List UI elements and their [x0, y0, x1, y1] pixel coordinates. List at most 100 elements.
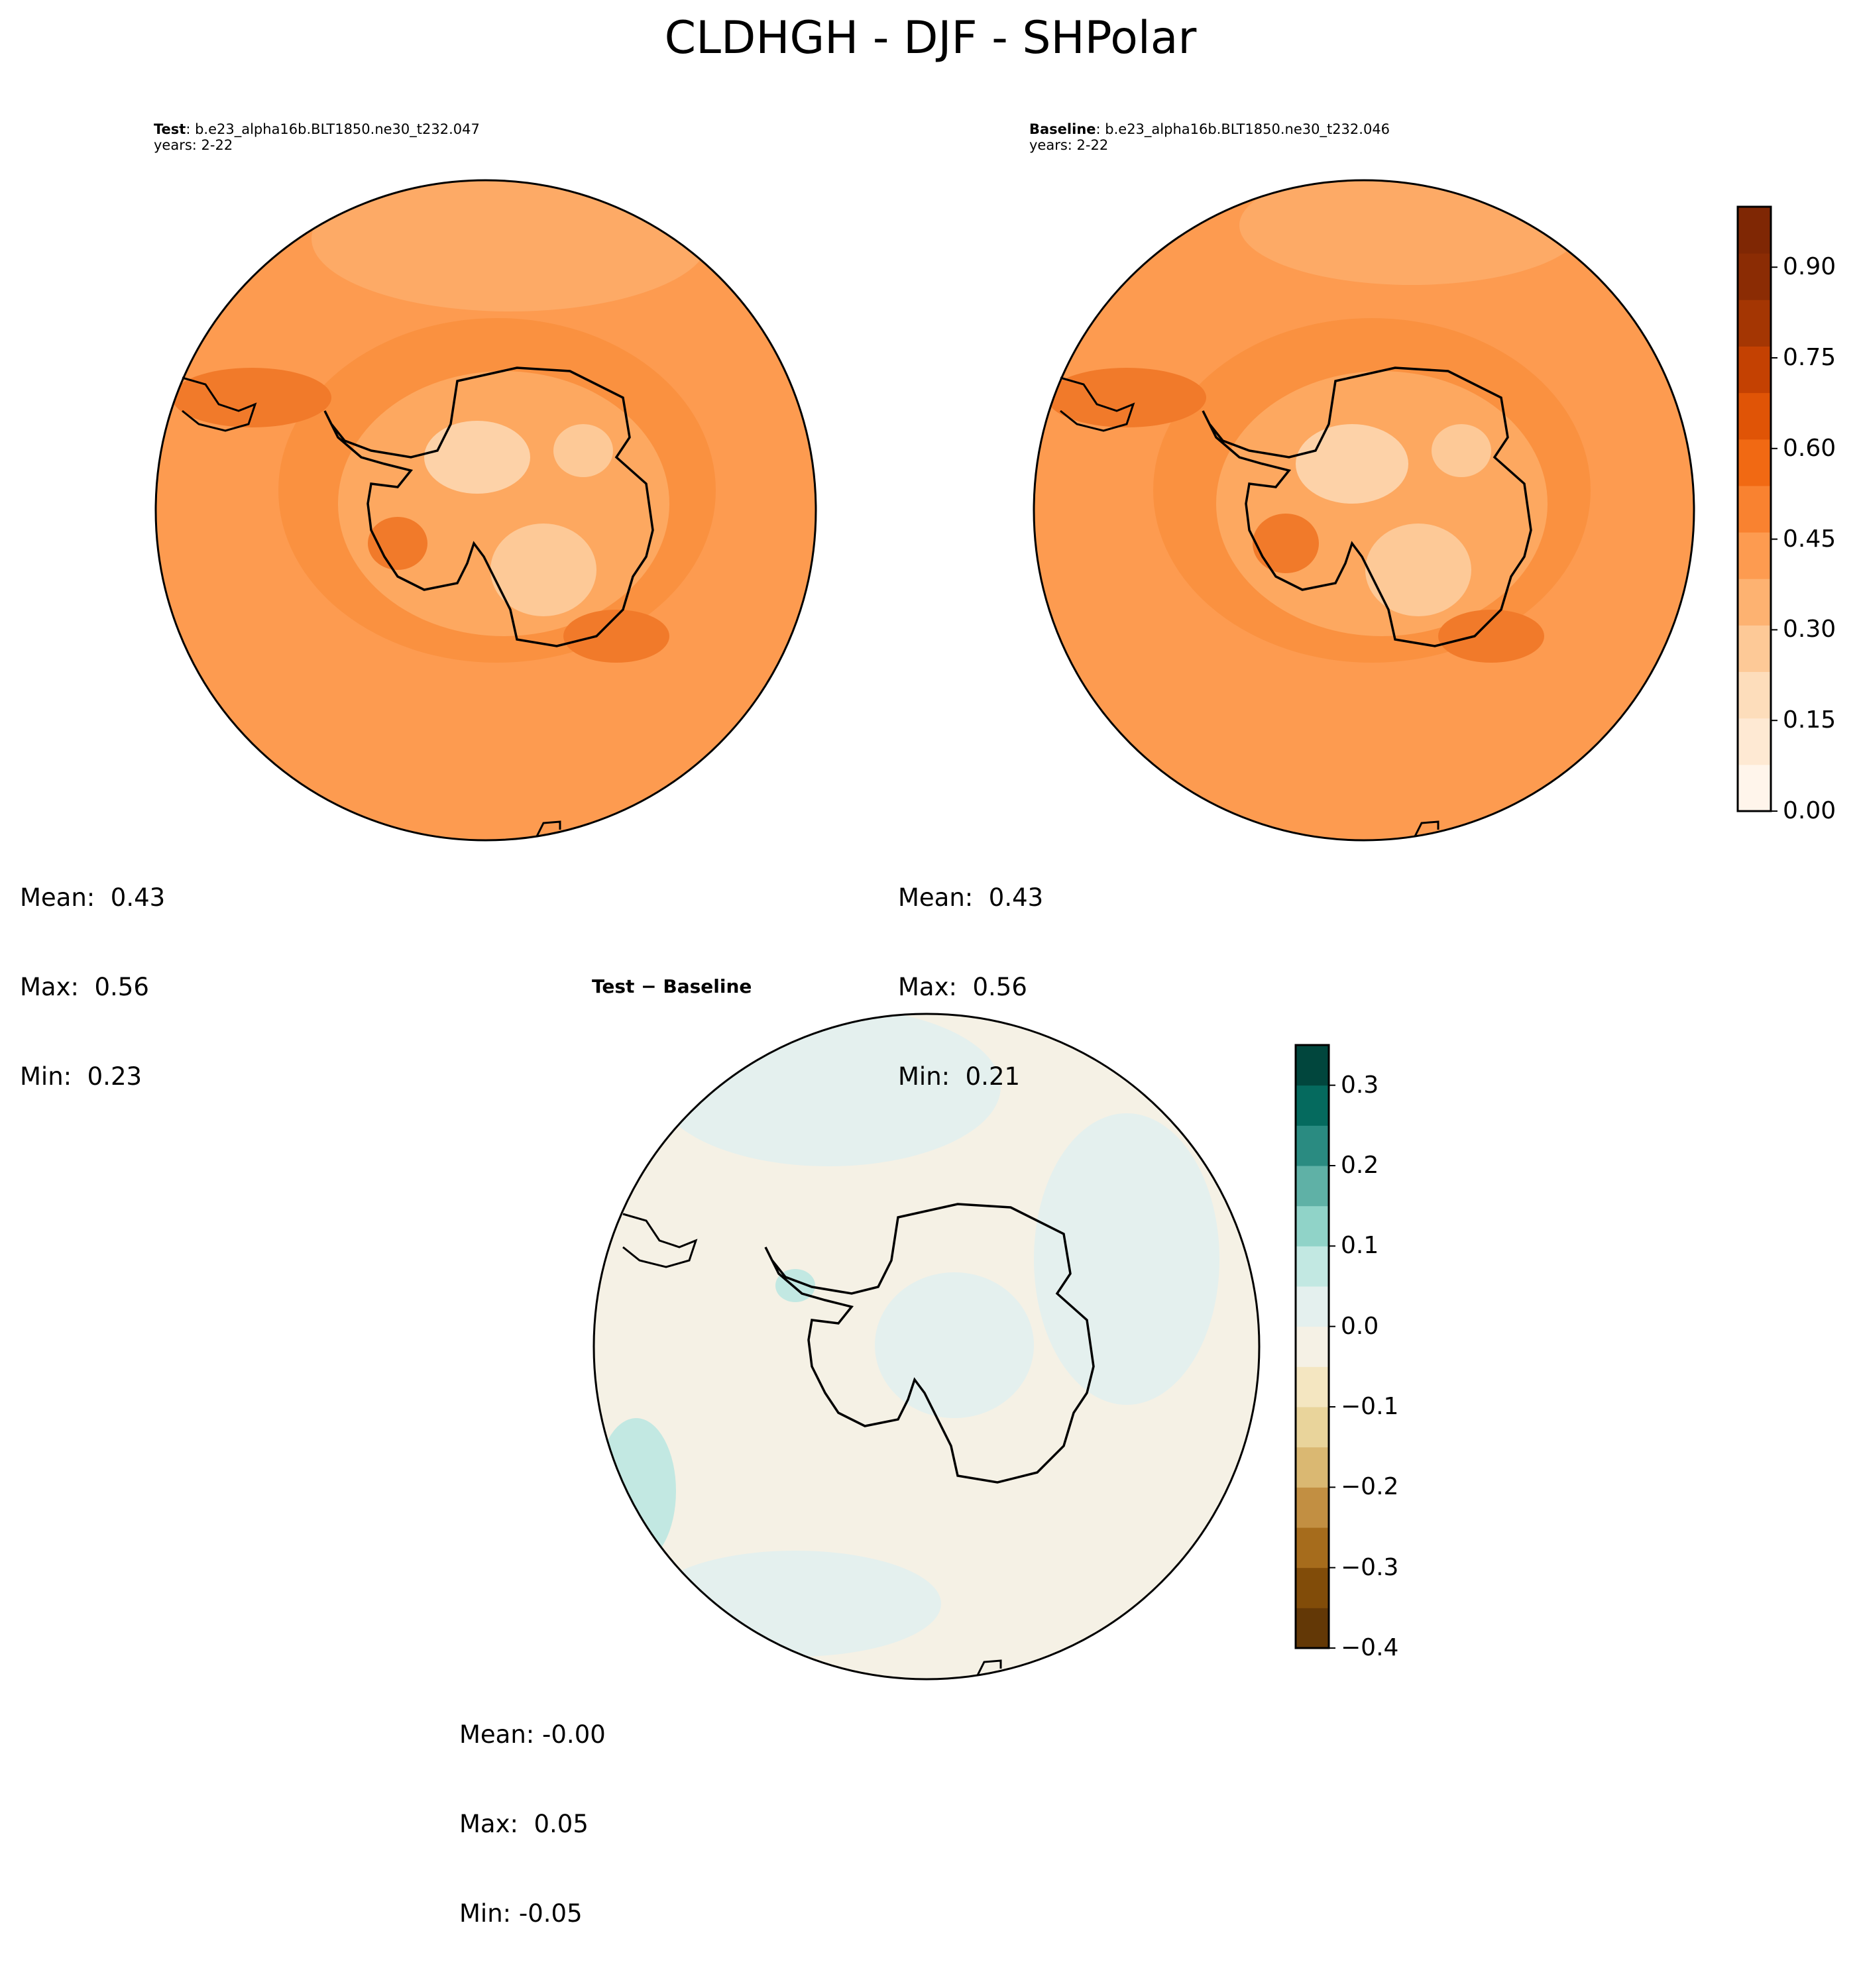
test-interior-light-3	[490, 524, 596, 616]
figure: CLDHGH - DJF - SHPolar Test: b.e23_alpha…	[20, 12, 1836, 1928]
baseline-dark-patch-2	[1047, 368, 1206, 427]
colorbar-segment	[1296, 1567, 1329, 1608]
colorbar-tick-label: −0.3	[1341, 1553, 1399, 1581]
test-dark-patch-2	[172, 368, 331, 427]
baseline-interior-light-2	[1432, 424, 1491, 477]
test-min: Min: 0.23	[20, 1062, 142, 1091]
baseline-dark-patch-3	[1438, 610, 1544, 663]
baseline-interior-light-1	[1296, 424, 1408, 504]
test-label-bold: Test	[154, 121, 186, 137]
colorbar-segment	[1738, 392, 1771, 440]
colorbar-segment	[1296, 1205, 1329, 1246]
baseline-stats: Mean: 0.43 Max: 0.56 Min: 0.21	[898, 823, 1043, 1151]
diff-positive-region-2	[1034, 1113, 1219, 1405]
figure-title: CLDHGH - DJF - SHPolar	[664, 12, 1197, 64]
baseline-interior-light-3	[1365, 524, 1471, 616]
test-stats: Mean: 0.43 Max: 0.56 Min: 0.23	[20, 823, 165, 1151]
colorbar-segment	[1738, 764, 1771, 812]
test-south-africa-tip	[536, 820, 561, 837]
colorbar-tick-label: −0.1	[1341, 1393, 1399, 1420]
test-panel-label: Test: b.e23_alpha16b.BLT1850.ne30_t232.0…	[154, 121, 480, 153]
colorbar-segment	[1296, 1366, 1329, 1408]
test-dark-patch-1	[368, 517, 427, 570]
colorbar-segment	[1296, 1166, 1329, 1207]
diff-positive-region-3	[875, 1272, 1034, 1418]
diff-map-border	[592, 1013, 1261, 1681]
colorbar-segment	[1738, 253, 1771, 300]
test-antarctica-coastline	[323, 366, 654, 647]
baseline-max: Max: 0.56	[898, 973, 1027, 1001]
colorbar-tick-label: 0.1	[1341, 1232, 1379, 1260]
colorbar-tick-label: 0.15	[1783, 706, 1836, 734]
main-colorbar-ticks	[1771, 266, 1777, 812]
colorbar-segment	[1296, 1125, 1329, 1166]
colorbar-tick-label: 0.90	[1783, 253, 1836, 281]
colorbar-tick-label: 0.60	[1783, 434, 1836, 462]
test-max: Max: 0.56	[20, 973, 149, 1001]
colorbar-tick-label: 0.45	[1783, 525, 1836, 553]
diff-positive-region-4	[649, 1551, 941, 1657]
baseline-min: Min: 0.21	[898, 1062, 1021, 1091]
main-colorbar	[1738, 207, 1771, 812]
diff-colorbar-ticks	[1329, 1084, 1335, 1649]
diff-panel-title: Test − Baseline	[592, 975, 752, 997]
diff-antarctica-coastline	[764, 1203, 1095, 1484]
test-dark-patch-3	[563, 610, 669, 663]
colorbar-segment	[1738, 485, 1771, 533]
colorbar-tick-label: 0.30	[1783, 616, 1836, 643]
baseline-south-america-tip	[1060, 376, 1135, 432]
baseline-label-bold: Baseline	[1029, 121, 1096, 137]
diff-min: Min: -0.05	[459, 1899, 583, 1928]
baseline-mean: Mean: 0.43	[898, 883, 1044, 912]
colorbar-segment	[1738, 625, 1771, 673]
colorbar-tick-label: −0.4	[1341, 1634, 1399, 1661]
diff-max: Max: 0.05	[459, 1810, 589, 1838]
colorbar-segment	[1296, 1527, 1329, 1569]
baseline-map-border	[1033, 179, 1695, 842]
colorbar-segment	[1738, 207, 1771, 254]
colorbar-segment	[1296, 1447, 1329, 1488]
colorbar-segment	[1296, 1407, 1329, 1448]
colorbar-tick-label: −0.2	[1341, 1473, 1399, 1501]
baseline-label-case: : b.e23_alpha16b.BLT1850.ne30_t232.046	[1096, 121, 1390, 137]
diff-south-africa-tip	[976, 1659, 1002, 1676]
test-interior-light-2	[553, 424, 613, 477]
colorbar-segment	[1296, 1326, 1329, 1367]
diff-mean: Mean: -0.00	[459, 1720, 606, 1749]
diff-south-america-tip	[622, 1213, 698, 1268]
diff-positive-region-5	[596, 1418, 676, 1564]
colorbar-segment	[1738, 439, 1771, 486]
baseline-panel-label: Baseline: b.e23_alpha16b.BLT1850.ne30_t2…	[1029, 121, 1390, 153]
colorbar-segment	[1296, 1045, 1329, 1086]
colorbar-segment	[1738, 671, 1771, 719]
colorbar-tick-label: 0.0	[1341, 1312, 1379, 1340]
main-colorbar-border	[1736, 205, 1772, 812]
colorbar-segment	[1738, 346, 1771, 394]
colorbar-tick-label: 0.00	[1783, 797, 1836, 824]
test-mean: Mean: 0.43	[20, 883, 166, 912]
baseline-years: years: 2-22	[1029, 137, 1109, 153]
test-interior-light-1	[424, 421, 530, 494]
diff-colorbar-border	[1294, 1044, 1330, 1649]
baseline-antarctica-coastline	[1202, 366, 1532, 647]
diff-colorbar	[1296, 1045, 1329, 1649]
colorbar-tick-label: 0.75	[1783, 344, 1836, 371]
test-label-case: : b.e23_alpha16b.BLT1850.ne30_t232.047	[186, 121, 480, 137]
colorbar-segment	[1296, 1286, 1329, 1327]
baseline-dark-patch-1	[1253, 514, 1319, 573]
test-outer-light-band	[311, 180, 709, 311]
colorbar-segment	[1738, 300, 1771, 347]
colorbar-segment	[1738, 718, 1771, 765]
baseline-map	[1034, 180, 1694, 840]
colorbar-segment	[1296, 1246, 1329, 1287]
colorbar-tick-label: 0.3	[1341, 1071, 1379, 1099]
colorbar-segment	[1296, 1608, 1329, 1649]
test-map-border	[154, 179, 817, 842]
test-map	[156, 180, 816, 840]
colorbar-tick-label: 0.2	[1341, 1152, 1379, 1179]
colorbar-segment	[1296, 1487, 1329, 1528]
baseline-south-africa-tip	[1414, 820, 1439, 837]
colorbar-segment	[1738, 532, 1771, 579]
figure-canvas	[154, 179, 1777, 1681]
test-south-america-tip	[182, 376, 257, 432]
